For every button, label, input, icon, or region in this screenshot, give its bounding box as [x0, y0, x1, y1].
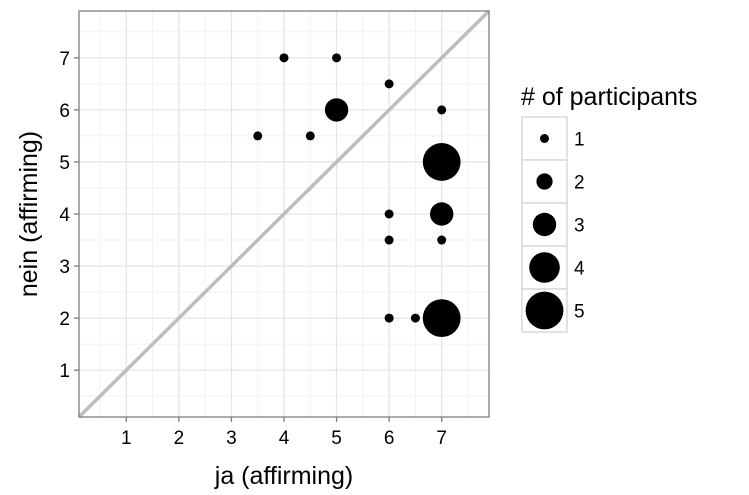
y-axis-title: nein (affirming) [15, 131, 43, 297]
y-tick-label: 6 [59, 101, 70, 122]
x-tick-label: 1 [121, 428, 132, 449]
data-point [324, 98, 349, 122]
legend-key-point [525, 291, 564, 330]
x-tick-label: 7 [436, 428, 447, 449]
data-point [437, 105, 447, 115]
data-point [279, 53, 289, 63]
y-tick-label: 1 [59, 361, 70, 382]
legend-label: 4 [574, 259, 585, 280]
y-tick-label: 4 [59, 205, 70, 226]
legend-key-point [532, 212, 557, 237]
y-tick-label: 5 [59, 153, 70, 174]
data-point [332, 53, 342, 63]
data-point [384, 235, 394, 245]
data-point [384, 79, 394, 89]
legend-key-box [521, 116, 568, 161]
data-point [253, 131, 263, 141]
data-point [305, 131, 315, 141]
data-point [422, 299, 461, 338]
legend-label: 3 [574, 216, 585, 237]
legend-key-point [536, 173, 553, 190]
identity-reference-line [77, 9, 491, 419]
legend-title: # of participants [521, 83, 698, 111]
x-tick-label: 4 [279, 428, 290, 449]
legend-label: 1 [574, 130, 585, 151]
data-point [422, 143, 461, 181]
x-axis-title: ja (affirming) [214, 462, 353, 490]
legend-label: 5 [574, 302, 585, 323]
legend-key-point [540, 134, 549, 143]
x-tick-label: 5 [331, 428, 342, 449]
x-tick-label: 2 [174, 428, 185, 449]
x-tick-label: 6 [384, 428, 395, 449]
data-point [410, 313, 420, 323]
legend-label: 2 [574, 173, 585, 194]
x-axis-ticks: 1 2 3 4 5 6 7 [121, 417, 447, 449]
data-point [384, 209, 394, 219]
legend-key-point [529, 252, 560, 283]
y-tick-label: 2 [59, 309, 70, 330]
data-point [429, 202, 454, 226]
y-tick-label: 3 [59, 257, 70, 278]
x-tick-label: 3 [226, 428, 237, 449]
y-tick-label: 7 [59, 49, 70, 70]
data-point [437, 235, 447, 245]
size-legend: 1 2 3 4 5 [521, 116, 585, 333]
data-points [253, 53, 461, 338]
y-axis-ticks: 1 2 3 4 5 6 7 [59, 49, 79, 382]
data-point [384, 313, 394, 323]
